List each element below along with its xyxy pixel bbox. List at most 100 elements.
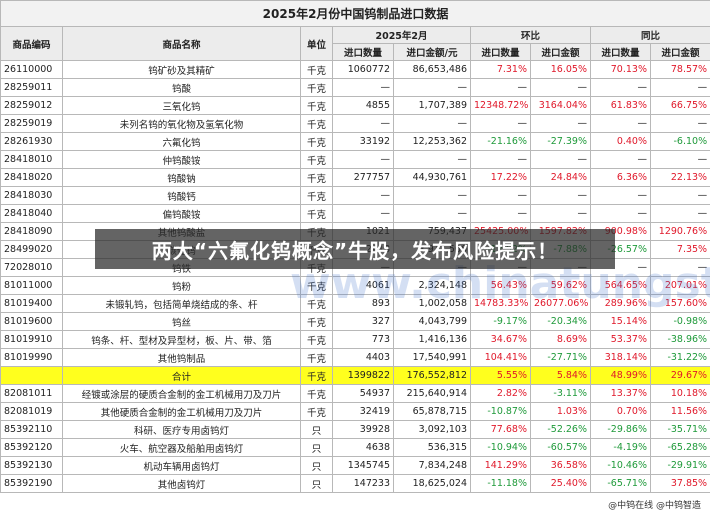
table-cell: -21.16% [470, 132, 531, 151]
table-cell: 773 [332, 330, 394, 349]
table-cell: 千克 [300, 402, 333, 421]
table-cell: — [590, 78, 651, 97]
table-cell: 千克 [300, 366, 333, 385]
table-cell: 81019400 [0, 294, 63, 313]
header-cell: 同比 [589, 26, 710, 44]
table-row: 28418010 仲钨酸铵 千克 — — — — — — [0, 150, 710, 169]
table-cell: — [332, 78, 394, 97]
table-row: 28418040 偏钨酸铵 千克 — — — — — — [0, 204, 710, 223]
table-cell: 8.69% [530, 330, 591, 349]
table-cell: 3164.04% [530, 96, 591, 115]
table-cell: 0.40% [590, 132, 651, 151]
table-cell: — [393, 186, 471, 205]
table-cell: 13.37% [590, 384, 651, 403]
table-cell: -60.57% [530, 438, 591, 457]
table-row: 81019600 钨丝 千克 327 4,043,799 -9.17% -20.34% 15.… [0, 312, 710, 331]
table-cell: 72028010 [0, 258, 63, 277]
title-row: 2025年2月份中国钨制品进口数据 [0, 0, 710, 27]
table-cell: — [649, 204, 710, 223]
table-row: 85392120 火车、航空器及船舶用卤钨灯只 4638 536,315 -10.94%… [0, 438, 710, 457]
table-cell: 钨条、杆、型材及异型材，板、片、带、箔 [62, 330, 301, 349]
table-cell: 22.13% [649, 168, 710, 187]
table-cell: 钨矿砂及其精矿 [62, 60, 301, 79]
table-cell: 4638 [332, 438, 394, 457]
table-cell: 33192 [332, 132, 394, 151]
table-cell: 其他硬质合金制的金工机械用刀及刀片 [62, 402, 301, 421]
table-cell: -10.87% [470, 402, 531, 421]
table-cell: 千克 [300, 96, 333, 115]
table-cell: 千克 [300, 132, 333, 151]
table-cell: 61.83% [590, 96, 651, 115]
table-cell: 77.68% [470, 420, 531, 439]
table-cell: 0.70% [590, 402, 651, 421]
subheader-cell: 进口金额 [649, 43, 710, 61]
table-cell: 7,834,248 [393, 456, 471, 475]
header-cell: 商品名称 [62, 26, 301, 61]
table-cell: — [649, 186, 710, 205]
table-cell: 只 [300, 438, 333, 457]
table-row: 85392130 机动车辆用卤钨灯只 1345745 7,834,248 141.29%… [0, 456, 710, 475]
table-cell: 15.14% [590, 312, 651, 331]
table-cell: 合计 [62, 366, 301, 385]
table-cell: 28418020 [0, 168, 63, 187]
table-cell: 28418030 [0, 186, 63, 205]
table-cell: 4061 [332, 276, 394, 295]
table-cell: 54937 [332, 384, 394, 403]
table-cell: 12348.72% [470, 96, 531, 115]
table-cell: -31.22% [649, 348, 710, 367]
table-cell: 千克 [300, 114, 333, 133]
table-cell: 85392130 [0, 456, 63, 475]
table-cell: 14783.33% [470, 294, 531, 313]
table-cell: — [649, 150, 710, 169]
news-banner[interactable]: 两大“六氟化钨概念”牛股，发布风险提示！ [95, 229, 615, 269]
table-cell: -3.11% [530, 384, 591, 403]
table-cell: — [530, 204, 591, 223]
table-cell: 4,043,799 [393, 312, 471, 331]
table-cell: 千克 [300, 150, 333, 169]
table-cell: -9.17% [470, 312, 531, 331]
subheader-cell: 进口金额/元 [393, 43, 471, 61]
table-cell: 其他钨制品 [62, 348, 301, 367]
table-row: 85392110 科研、医疗专用卤钨灯只 39928 3,092,103 77.68% -… [0, 420, 710, 439]
table-row: 28418030 钨酸钙 千克 — — — — — — [0, 186, 710, 205]
table-cell: -29.86% [590, 420, 651, 439]
table-cell: 893 [332, 294, 394, 313]
table-cell: 火车、航空器及船舶用卤钨灯 [62, 438, 301, 457]
table-cell: — [332, 204, 394, 223]
table-cell: — [332, 150, 394, 169]
table-cell: -10.46% [590, 456, 651, 475]
table-cell: 44,930,761 [393, 168, 471, 187]
table-cell: -65.28% [649, 438, 710, 457]
header-cell: 环比 [470, 26, 591, 44]
table-cell: 66.75% [649, 96, 710, 115]
table-cell: — [530, 78, 591, 97]
header-row: 商品编码 商品名称 单位 2025年2月 环比 同比 [0, 26, 710, 61]
table-cell: 70.13% [590, 60, 651, 79]
table-cell: 7.35% [649, 240, 710, 259]
table-cell: 2.82% [470, 384, 531, 403]
table-cell: -20.34% [530, 312, 591, 331]
table-cell: 327 [332, 312, 394, 331]
table-cell: -27.39% [530, 132, 591, 151]
subheader-cell: 进口数量 [332, 43, 394, 61]
table-cell: 36.58% [530, 456, 591, 475]
table-cell: 59.62% [530, 276, 591, 295]
table-cell: -11.18% [470, 474, 531, 493]
table-row: 85392190 其他卤钨灯只 147233 18,625,024 -11.18% 25.… [0, 474, 710, 493]
table-cell: 207.01% [649, 276, 710, 295]
table-cell: 6.36% [590, 168, 651, 187]
table-cell: 千克 [300, 276, 333, 295]
table-cell: 1,002,058 [393, 294, 471, 313]
header-cell: 单位 [300, 26, 333, 61]
table-cell: 其他卤钨灯 [62, 474, 301, 493]
table-cell: 只 [300, 456, 333, 475]
table-row: 82081011 经镀或涂层的硬质合金制的金工机械用刀及刀片 千克 54937 215,… [0, 384, 710, 403]
table-row: 28418020 钨酸钠 千克 277757 44,930,761 17.22% 24.84… [0, 168, 710, 187]
table-cell: 1.03% [530, 402, 591, 421]
table-cell: -10.94% [470, 438, 531, 457]
table-cell: 81011000 [0, 276, 63, 295]
table-cell: 86,653,486 [393, 60, 471, 79]
table-cell: 科研、医疗专用卤钨灯 [62, 420, 301, 439]
table-cell: — [393, 150, 471, 169]
